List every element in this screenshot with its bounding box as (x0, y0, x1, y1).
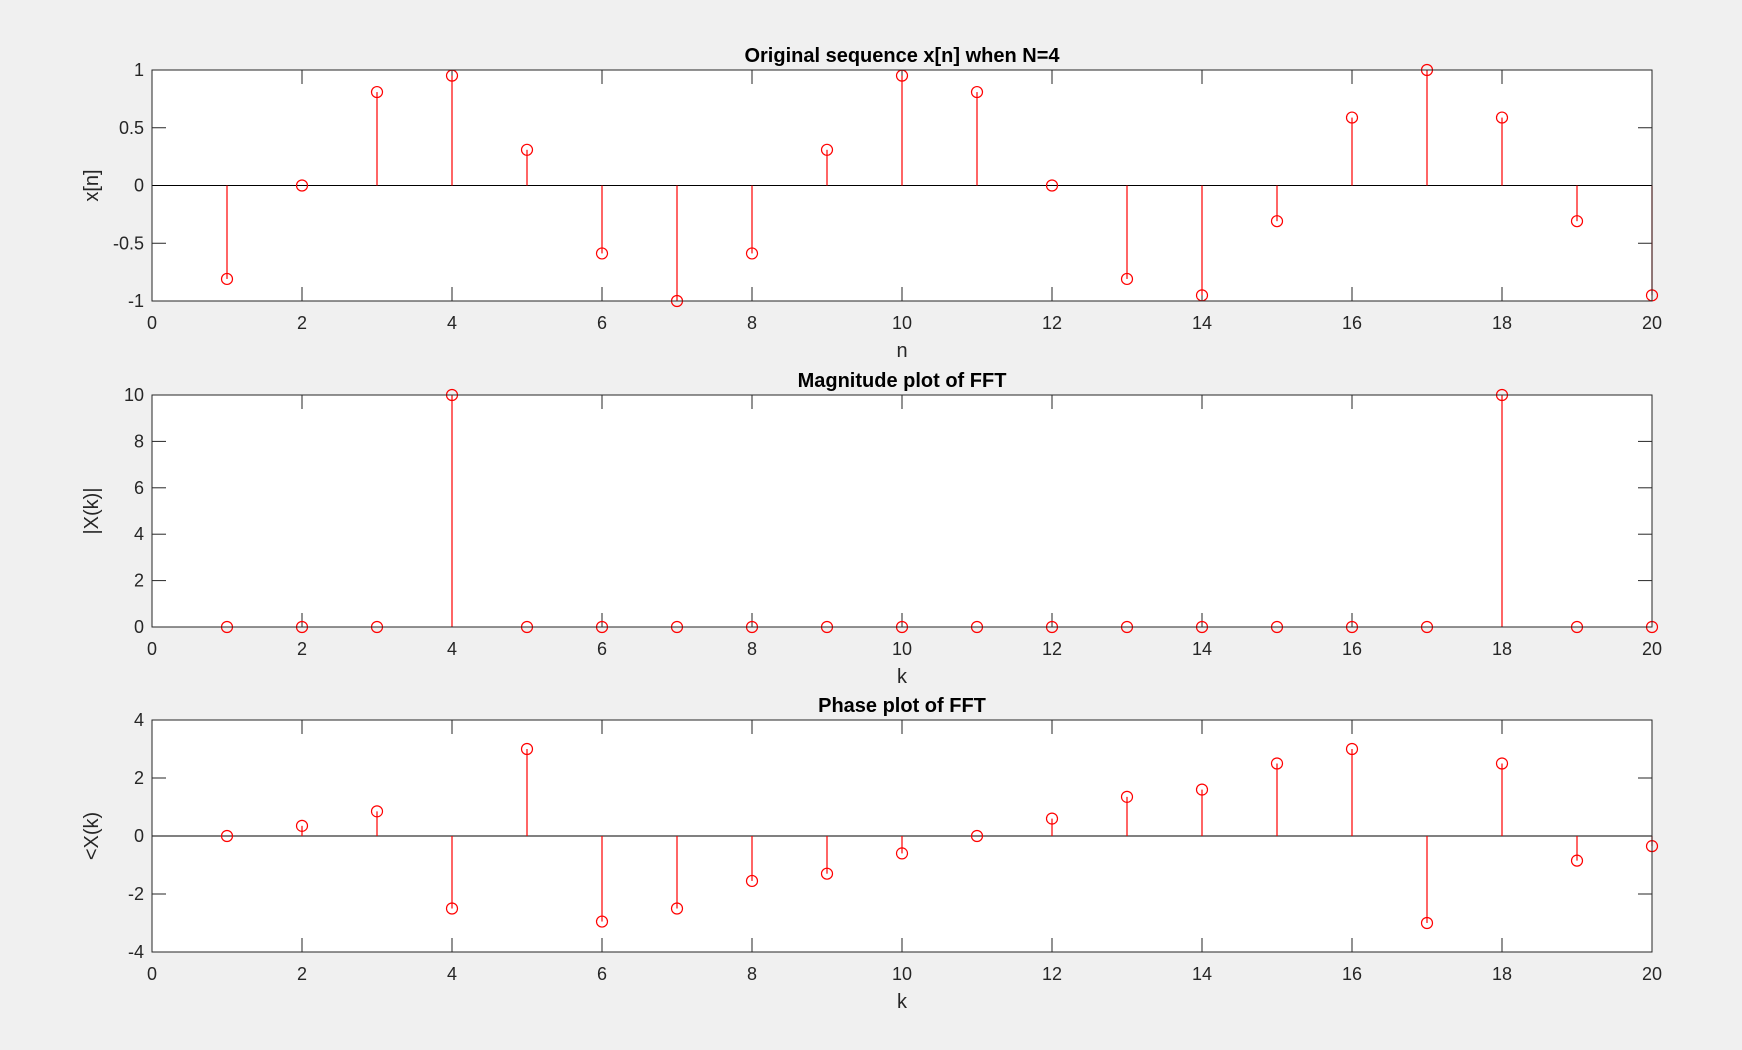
y-tick-label: 2 (134, 768, 144, 788)
stem-marker (1345, 742, 1359, 756)
axes-frame (151, 719, 1653, 953)
x-tick-label: 2 (297, 313, 307, 333)
stem-marker (220, 829, 234, 843)
x-tick-label: 4 (447, 639, 457, 659)
stem-marker (1495, 111, 1509, 124)
x-tick-label: 4 (447, 313, 457, 333)
x-tick-label: 18 (1492, 639, 1512, 659)
chart-title: Phase plot of FFT (818, 695, 986, 717)
y-tick-label: -1 (128, 291, 144, 311)
x-tick-label: 20 (1642, 964, 1662, 984)
x-tick-label: 14 (1192, 639, 1212, 659)
x-tick-label: 14 (1192, 313, 1212, 333)
subplot-original-sequence: Original sequence x[n] when N=4 n x[n] 0… (81, 45, 1662, 362)
stem-marker (1570, 854, 1584, 867)
x-tick-label: 20 (1642, 639, 1662, 659)
stem-marker (520, 742, 534, 756)
stem-marker (670, 902, 684, 915)
stem-marker (520, 143, 534, 156)
stem-marker (745, 247, 759, 260)
stem-marker (1120, 272, 1134, 286)
x-tick-label: 2 (297, 639, 307, 659)
stem-marker (820, 143, 834, 156)
axes-frame (151, 394, 1653, 628)
stem-marker (895, 847, 909, 860)
y-tick-label: 10 (124, 385, 144, 405)
stem-marker (220, 272, 234, 286)
subplot-magnitude: Magnitude plot of FFT k |X(k)| 0 2 4 6 8 10 12… (81, 370, 1662, 688)
y-tick-label: 1 (134, 60, 144, 80)
x-tick-label: 0 (147, 964, 157, 984)
x-tick-label: 8 (747, 639, 757, 659)
y-tick-label: 0 (134, 176, 144, 196)
stem-marker (970, 829, 984, 843)
y-tick-label: 0.5 (119, 118, 144, 138)
x-tick-label: 14 (1192, 964, 1212, 984)
y-tick-label: 0 (134, 617, 144, 637)
x-tick-label: 12 (1042, 313, 1062, 333)
x-tick-label: 10 (892, 639, 912, 659)
y-tick-label: 0 (134, 826, 144, 846)
stem-marker (820, 867, 834, 880)
x-tick-label: 20 (1642, 313, 1662, 333)
stem-marker (970, 85, 984, 99)
axes-background (152, 395, 1652, 627)
chart-title: Magnitude plot of FFT (798, 370, 1007, 392)
stem-marker (595, 915, 609, 928)
y-tick-label: 2 (134, 571, 144, 591)
stem-marker (295, 179, 309, 192)
y-axis-label: |X(k)| (81, 487, 103, 534)
stem-marker (745, 874, 759, 888)
x-axis-label: k (897, 991, 908, 1013)
axes-frame (151, 69, 1653, 302)
x-tick-label: 4 (447, 964, 457, 984)
x-axis-label: n (896, 340, 907, 362)
x-tick-label: 10 (892, 964, 912, 984)
x-tick-label: 6 (597, 313, 607, 333)
stem-marker (1495, 757, 1509, 770)
x-tick-label: 8 (747, 313, 757, 333)
y-tick-label: -4 (128, 942, 144, 962)
x-axis-label: k (897, 666, 908, 688)
x-tick-label: 12 (1042, 639, 1062, 659)
x-tick-label: 18 (1492, 964, 1512, 984)
x-tick-label: 16 (1342, 964, 1362, 984)
stem-marker (295, 819, 309, 832)
y-tick-label: 4 (134, 524, 144, 544)
subplot-phase: Phase plot of FFT k <X(k) 0 2 4 6 8 10 12 14 16 1… (81, 695, 1662, 1013)
x-tick-label: 10 (892, 313, 912, 333)
stem-marker (1345, 111, 1359, 124)
x-tick-label: 18 (1492, 313, 1512, 333)
x-tick-label: 0 (147, 639, 157, 659)
stem-marker (445, 902, 459, 915)
x-tick-label: 16 (1342, 639, 1362, 659)
stem-marker (370, 805, 384, 818)
y-tick-label: -0.5 (113, 233, 144, 253)
x-tick-label: 16 (1342, 313, 1362, 333)
stem-marker (1120, 790, 1134, 803)
x-tick-label: 0 (147, 313, 157, 333)
y-tick-label: -2 (128, 884, 144, 904)
y-tick-label: 4 (134, 710, 144, 730)
y-tick-label: 6 (134, 478, 144, 498)
x-tick-label: 6 (597, 639, 607, 659)
stem-marker (1045, 812, 1059, 825)
x-tick-label: 2 (297, 964, 307, 984)
stem-marker (1570, 215, 1584, 228)
y-tick-label: 8 (134, 431, 144, 451)
stem-marker (1195, 783, 1209, 796)
stem-marker (1420, 916, 1434, 930)
y-axis-label: <X(k) (81, 812, 103, 860)
stem-marker (1270, 215, 1284, 228)
stem-marker (595, 247, 609, 260)
x-tick-label: 8 (747, 964, 757, 984)
stem-marker (1045, 179, 1059, 192)
stem-marker (1270, 757, 1284, 770)
chart-title: Original sequence x[n] when N=4 (744, 45, 1060, 67)
y-axis-label: x[n] (81, 169, 103, 201)
stem-marker (370, 85, 384, 99)
x-tick-label: 6 (597, 964, 607, 984)
x-tick-label: 12 (1042, 964, 1062, 984)
